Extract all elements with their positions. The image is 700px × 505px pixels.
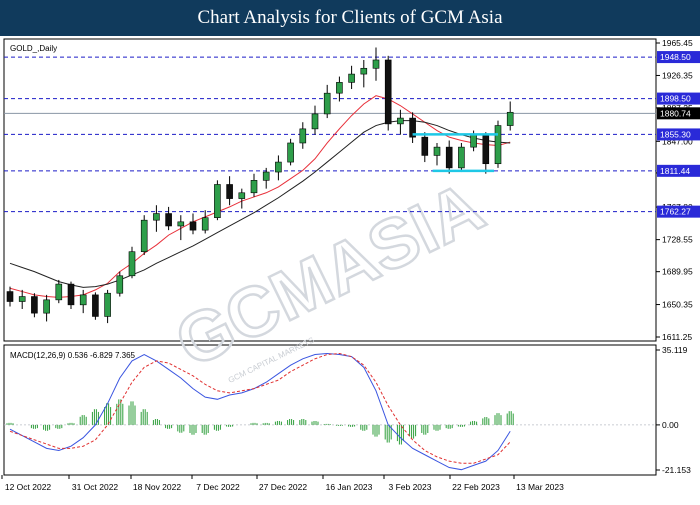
- candle-body[interactable]: [55, 283, 63, 301]
- candle-body[interactable]: [128, 251, 136, 277]
- candle-body[interactable]: [409, 117, 416, 138]
- candle-body[interactable]: [104, 292, 111, 317]
- price-tick-label: 1926.35: [662, 70, 693, 80]
- candle-body[interactable]: [433, 146, 441, 156]
- x-tick-label: 3 Feb 2023: [388, 482, 431, 492]
- price-tick-label: 1611.25: [662, 332, 692, 342]
- moving-average-line: [9, 95, 511, 298]
- watermark-text: GCMASIA: [164, 167, 495, 382]
- candle-body[interactable]: [214, 184, 221, 218]
- level-label: 1898.50: [660, 94, 691, 104]
- main-chart-title: GOLD_,Daily: [10, 44, 57, 53]
- x-tick-label: 22 Feb 2023: [452, 482, 500, 492]
- candle-body[interactable]: [177, 221, 185, 227]
- candle-body[interactable]: [458, 146, 465, 169]
- candle-body[interactable]: [238, 192, 246, 199]
- level-label: 1855.30: [660, 129, 691, 139]
- candle-body[interactable]: [336, 82, 343, 94]
- level-label: 1880.74: [660, 108, 691, 118]
- candle-body[interactable]: [79, 294, 87, 306]
- macd-macd-line: [9, 352, 511, 471]
- macd-signal-line: [9, 352, 511, 464]
- x-tick-label: 31 Oct 2022: [72, 482, 119, 492]
- level-label-box: [657, 205, 700, 218]
- chart-header: Chart Analysis for Clients of GCM Asia: [0, 0, 700, 36]
- macd-title: MACD(12,26,9) 0.536 -6.829 7.365: [10, 351, 136, 360]
- macd-tick-label: 0.00: [662, 420, 679, 430]
- candle-body[interactable]: [299, 128, 307, 144]
- candle-body[interactable]: [31, 296, 38, 314]
- candle-body[interactable]: [165, 213, 172, 227]
- macd-tick-label: -21.153: [662, 465, 691, 475]
- x-tick-label: 16 Jan 2023: [326, 482, 373, 492]
- level-label-box: [657, 51, 700, 64]
- candle-body[interactable]: [43, 299, 50, 314]
- candle-body[interactable]: [226, 184, 233, 199]
- candle-body[interactable]: [201, 217, 209, 231]
- x-tick-label: 12 Oct 2022: [5, 482, 52, 492]
- candle-body[interactable]: [140, 219, 148, 253]
- candle-body[interactable]: [153, 213, 160, 221]
- candle-body[interactable]: [189, 221, 197, 231]
- main-panel-frame: [3, 38, 657, 342]
- candle-body[interactable]: [397, 117, 404, 125]
- candle-body[interactable]: [470, 134, 477, 148]
- x-tick-label: 13 Mar 2023: [516, 482, 564, 492]
- candle-body[interactable]: [250, 180, 258, 194]
- candle-body[interactable]: [262, 171, 270, 181]
- candle-body[interactable]: [116, 275, 124, 294]
- level-label-box: [657, 164, 700, 177]
- price-tick-label: 1965.45: [662, 38, 693, 48]
- x-tick-label: 27 Dec 2022: [259, 482, 307, 492]
- candle-body[interactable]: [18, 296, 26, 302]
- candle-body[interactable]: [494, 125, 502, 165]
- x-tick-label: 18 Nov 2022: [133, 482, 181, 492]
- level-label: 1811.44: [660, 166, 690, 176]
- header-title: Chart Analysis for Clients of GCM Asia: [197, 7, 503, 28]
- candle-body[interactable]: [360, 67, 368, 75]
- price-tick-label: 1847.00: [662, 136, 693, 146]
- level-label-box: [657, 107, 700, 120]
- candle-body[interactable]: [372, 59, 380, 69]
- x-tick-label: 7 Dec 2022: [196, 482, 240, 492]
- candle-body[interactable]: [323, 92, 331, 115]
- candle-body[interactable]: [275, 161, 282, 173]
- candle-body[interactable]: [348, 73, 355, 83]
- level-label: 1948.50: [660, 52, 691, 62]
- candle-body[interactable]: [311, 113, 319, 130]
- candle-body[interactable]: [482, 134, 490, 165]
- level-label-box: [657, 92, 700, 105]
- candle-body[interactable]: [6, 291, 14, 302]
- macd-tick-label: 35.119: [662, 345, 688, 355]
- candle-body[interactable]: [445, 146, 453, 169]
- candle-body[interactable]: [506, 111, 514, 126]
- price-tick-label: 1650.35: [662, 300, 693, 310]
- candle-body[interactable]: [287, 142, 294, 163]
- candle-body[interactable]: [92, 294, 99, 317]
- candle-body[interactable]: [67, 283, 75, 306]
- moving-average-line: [9, 120, 511, 288]
- level-label-box: [657, 128, 700, 141]
- price-tick-label: 1689.95: [662, 267, 693, 277]
- chart-area[interactable]: GCMASIA GCM CAPITAL MARKETS 1965.45 1926.3…: [0, 36, 700, 500]
- level-label: 1762.27: [660, 207, 691, 217]
- price-tick-label: 1728.55: [662, 235, 693, 245]
- candle-body[interactable]: [421, 136, 429, 156]
- macd-panel-frame: [3, 344, 657, 476]
- candle-body[interactable]: [384, 59, 392, 125]
